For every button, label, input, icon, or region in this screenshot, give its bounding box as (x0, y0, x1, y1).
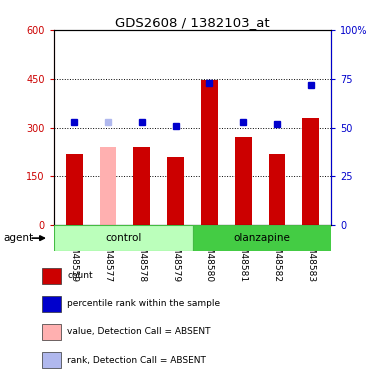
Title: GDS2608 / 1382103_at: GDS2608 / 1382103_at (115, 16, 270, 29)
Bar (42, 352, 60, 368)
Bar (54, 225, 192, 251)
Bar (302, 118, 319, 225)
Bar (100, 147, 116, 225)
Text: control: control (105, 233, 141, 243)
Bar (269, 154, 285, 225)
Bar (42, 296, 60, 312)
Bar (201, 80, 218, 225)
Bar (235, 137, 252, 225)
Bar (133, 147, 150, 225)
Bar (167, 157, 184, 225)
Text: value, Detection Call = ABSENT: value, Detection Call = ABSENT (67, 327, 211, 336)
Bar (66, 153, 83, 225)
Text: agent: agent (4, 233, 34, 243)
Text: percentile rank within the sample: percentile rank within the sample (67, 299, 221, 308)
Bar (42, 324, 60, 340)
Text: count: count (67, 271, 93, 280)
Bar (192, 225, 331, 251)
Text: olanzapine: olanzapine (233, 233, 290, 243)
Bar (42, 268, 60, 284)
Text: rank, Detection Call = ABSENT: rank, Detection Call = ABSENT (67, 356, 206, 364)
